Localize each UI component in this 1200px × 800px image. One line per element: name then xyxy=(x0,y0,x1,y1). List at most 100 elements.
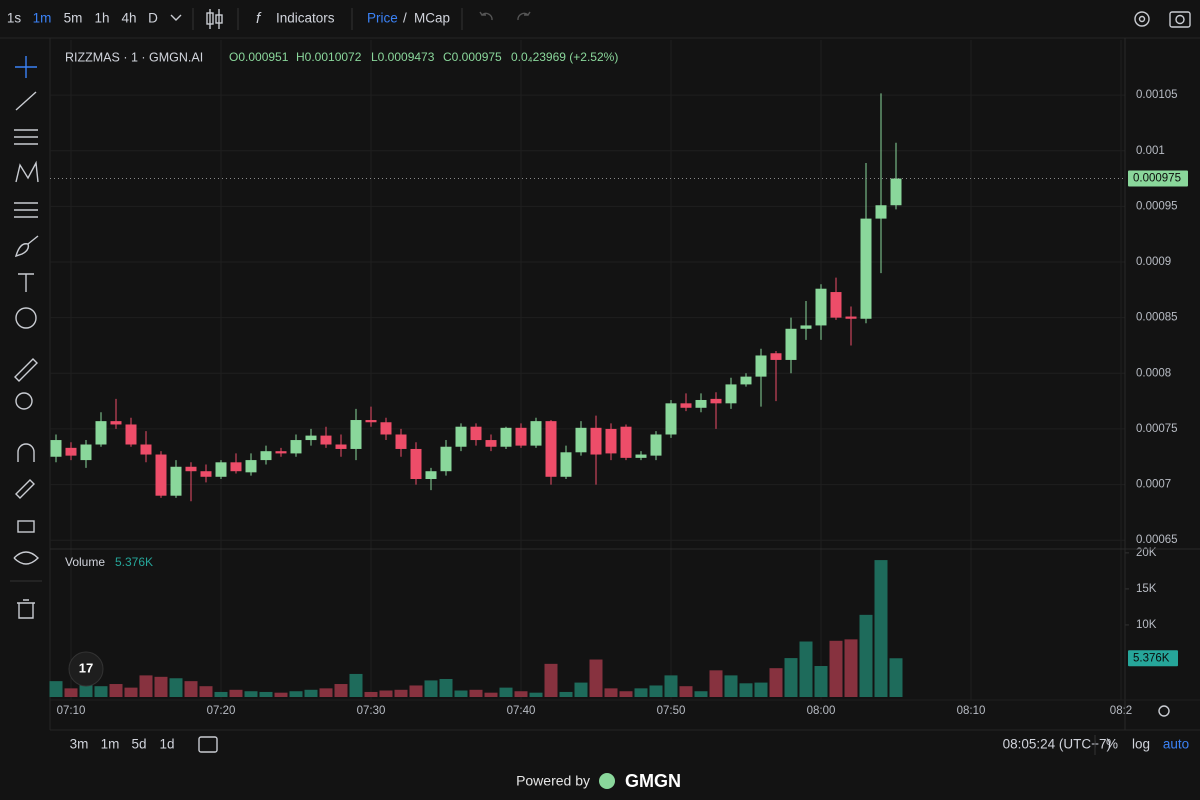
percent-toggle[interactable]: % xyxy=(1106,737,1118,752)
volume-bar xyxy=(559,691,573,697)
candle-body xyxy=(800,325,812,329)
x-tick-label: 08:10 xyxy=(957,705,986,717)
interval-button[interactable]: 4h xyxy=(121,11,136,26)
volume-bar xyxy=(889,658,903,697)
volume-bar xyxy=(694,691,708,697)
delete-tool[interactable] xyxy=(17,599,35,619)
volume-bar xyxy=(769,668,783,697)
brand-name: GMGN xyxy=(625,771,681,791)
volume-bar xyxy=(409,685,423,697)
candle-body xyxy=(725,384,737,404)
candle-body xyxy=(320,435,332,445)
legend-open: O0.000951 xyxy=(229,50,289,64)
line-tool[interactable] xyxy=(15,91,37,111)
price-toggle[interactable]: Price xyxy=(367,11,398,26)
lock-draw-tool[interactable] xyxy=(15,479,35,499)
emoji-tool[interactable] xyxy=(15,307,37,329)
legend-close: C0.000975 xyxy=(443,50,502,64)
interval-button[interactable]: 1m xyxy=(33,11,52,26)
volume-legend-value: 5.376K xyxy=(115,555,153,569)
candle-body xyxy=(860,218,872,319)
range-button[interactable]: 3m xyxy=(70,737,89,752)
interval-button[interactable]: D xyxy=(148,11,158,26)
volume-bar xyxy=(124,687,138,697)
y-tick-label: 10K xyxy=(1136,619,1157,631)
candle-body xyxy=(215,462,227,477)
volume-legend-name: Volume xyxy=(65,555,105,569)
candle-body xyxy=(125,424,137,445)
redo-button[interactable] xyxy=(517,11,531,21)
volume-bar xyxy=(169,678,183,697)
magnet-tool[interactable] xyxy=(17,443,35,462)
candle-body xyxy=(665,403,677,435)
crosshair-tool[interactable] xyxy=(15,56,37,78)
volume-bar xyxy=(829,640,843,697)
undo-button[interactable] xyxy=(479,11,493,21)
indicators-button[interactable]: Indicators xyxy=(276,11,335,26)
volume-bar xyxy=(709,670,723,697)
candle-body xyxy=(500,427,512,447)
interval-button[interactable]: 5m xyxy=(64,11,83,26)
candle-body xyxy=(695,399,707,408)
volume-bar xyxy=(334,684,348,697)
range-button[interactable]: 1d xyxy=(159,737,174,752)
text-tool[interactable] xyxy=(18,273,34,292)
left-toolbar xyxy=(10,56,42,619)
volume-bar xyxy=(304,689,318,697)
volume-bar xyxy=(184,681,198,697)
volume-bar xyxy=(664,675,678,697)
ruler-tool[interactable] xyxy=(14,358,38,382)
volume-bar xyxy=(259,691,273,697)
legend-low: L0.0009473 xyxy=(371,50,435,64)
tv-logo[interactable] xyxy=(68,651,104,687)
candle-body xyxy=(845,316,857,319)
volume-current-box xyxy=(1128,650,1178,667)
candle-body xyxy=(425,471,437,480)
volume-bar xyxy=(289,691,303,697)
candle-body xyxy=(710,398,722,404)
date-range-button[interactable] xyxy=(198,736,218,753)
x-tick-label: 07:50 xyxy=(657,705,686,717)
range-button[interactable]: 5d xyxy=(131,737,146,752)
y-tick-label: 0.00085 xyxy=(1136,312,1178,324)
fib-tool[interactable] xyxy=(14,129,38,145)
y-tick-label: 15K xyxy=(1136,583,1157,595)
zoom-tool[interactable] xyxy=(15,392,33,410)
candle-body xyxy=(110,421,122,425)
visibility-tool[interactable] xyxy=(13,551,39,565)
volume-bar xyxy=(424,680,438,697)
volume-bar xyxy=(94,686,108,697)
candle-body xyxy=(740,376,752,385)
interval-dropdown[interactable] xyxy=(170,14,182,21)
brush-tool[interactable] xyxy=(14,235,39,258)
volume-bar xyxy=(859,614,873,697)
volume-bar xyxy=(484,692,498,697)
candle-body xyxy=(620,426,632,458)
volume-bar xyxy=(49,681,63,697)
log-toggle[interactable]: log xyxy=(1132,737,1150,752)
mcap-toggle[interactable]: MCap xyxy=(414,11,450,26)
volume-bar xyxy=(814,666,828,697)
volume-bar xyxy=(589,659,603,697)
projection-tool[interactable] xyxy=(14,202,38,218)
volume-bar xyxy=(394,689,408,697)
lock-tool[interactable] xyxy=(17,520,35,533)
volume-bar xyxy=(439,678,453,697)
x-tick-label: 07:30 xyxy=(357,705,386,717)
pattern-tool[interactable] xyxy=(15,160,39,183)
settings-button[interactable] xyxy=(1134,11,1150,27)
candle-type-button[interactable] xyxy=(206,9,223,29)
screenshot-button[interactable] xyxy=(1169,11,1191,28)
x-tick-label: 07:20 xyxy=(207,705,236,717)
interval-button[interactable]: 1h xyxy=(94,11,109,26)
axis-settings[interactable] xyxy=(1158,705,1170,717)
auto-toggle[interactable]: auto xyxy=(1163,737,1189,752)
top-toolbar: 1s 1m 5m 1h 4h D xyxy=(7,11,158,26)
interval-button[interactable]: 1s xyxy=(7,11,22,26)
symbol-title: RIZZMAS · 1 · GMGN.AI xyxy=(65,50,203,64)
candle-body xyxy=(890,178,902,206)
indicators-icon[interactable]: f xyxy=(256,10,262,27)
range-button[interactable]: 1m xyxy=(101,737,120,752)
candle-body xyxy=(140,444,152,455)
candle-body xyxy=(65,447,77,456)
